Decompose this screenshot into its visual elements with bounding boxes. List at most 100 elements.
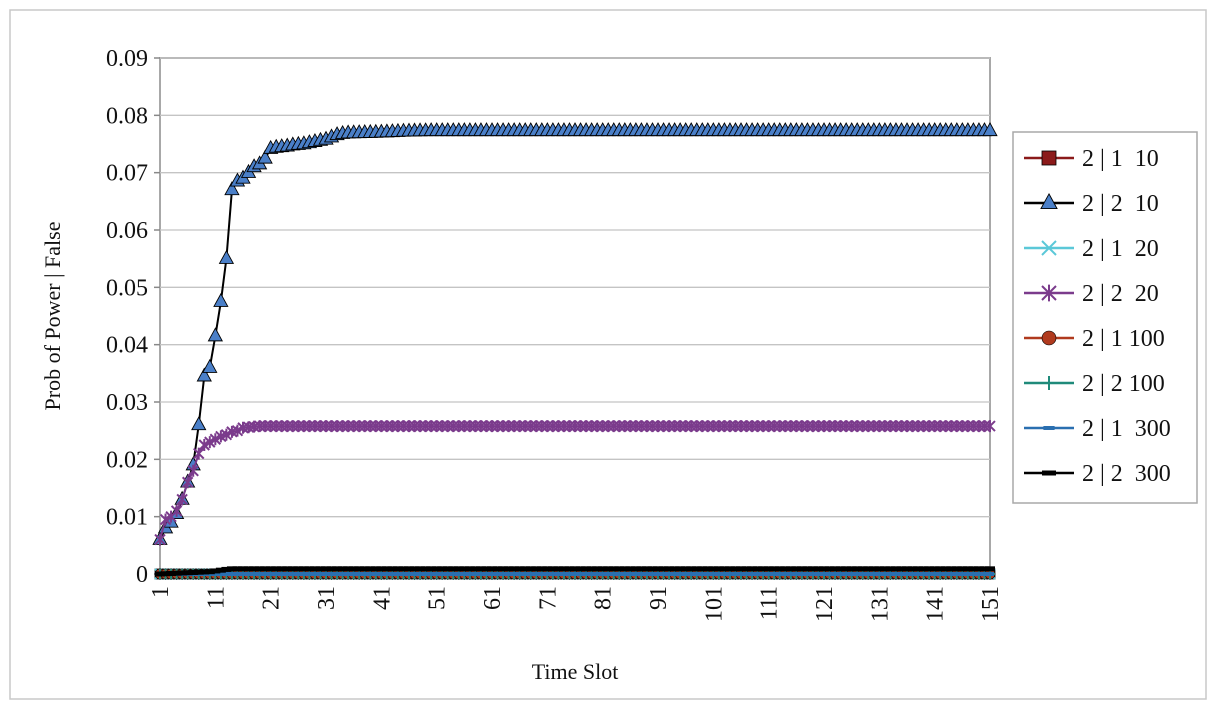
data-point	[869, 572, 878, 576]
data-point	[365, 566, 376, 572]
data-point	[741, 566, 752, 572]
x-tick-label: 51	[425, 586, 451, 610]
data-point	[919, 572, 928, 576]
data-point	[459, 566, 470, 572]
data-point	[437, 566, 448, 572]
data-point	[626, 572, 635, 576]
data-point	[902, 566, 912, 572]
data-point	[464, 566, 475, 572]
data-point	[858, 572, 867, 576]
data-point	[620, 572, 629, 576]
y-tick-label: 0.05	[106, 275, 148, 301]
data-point	[224, 181, 240, 196]
data-point	[498, 566, 509, 572]
data-point	[747, 566, 758, 572]
legend-label: 2 | 2 10	[1082, 191, 1159, 217]
data-point	[941, 572, 950, 576]
data-point	[724, 566, 735, 572]
data-point	[202, 358, 218, 373]
data-point	[159, 513, 172, 526]
data-point	[239, 572, 247, 576]
data-point	[426, 566, 437, 572]
data-point	[231, 424, 244, 437]
data-point	[653, 566, 663, 572]
data-point	[814, 572, 823, 576]
data-point	[520, 566, 531, 572]
data-point	[213, 292, 229, 307]
data-point	[315, 566, 326, 572]
data-point	[803, 572, 812, 576]
data-point	[571, 572, 579, 576]
data-point	[691, 566, 702, 572]
data-point	[221, 566, 232, 572]
data-point	[211, 572, 220, 576]
data-point	[499, 572, 508, 576]
series-4	[154, 420, 996, 546]
data-point	[215, 567, 226, 573]
data-point	[537, 572, 546, 576]
x-tick-label: 21	[259, 586, 285, 610]
data-point	[791, 566, 802, 572]
data-point	[659, 572, 668, 576]
data-point	[819, 566, 829, 572]
data-point	[204, 569, 215, 575]
data-point	[1043, 426, 1055, 430]
data-point	[427, 572, 436, 576]
data-point	[514, 566, 525, 572]
data-point	[409, 566, 420, 572]
data-point	[209, 433, 222, 446]
x-tick-label: 31	[314, 586, 340, 610]
data-point	[333, 572, 342, 576]
data-point	[182, 570, 193, 576]
data-point	[171, 570, 182, 576]
y-tick-label: 0.03	[106, 390, 148, 416]
data-point	[824, 566, 835, 572]
data-point	[277, 572, 286, 576]
data-point	[708, 566, 719, 572]
data-point	[879, 566, 890, 572]
data-point	[559, 572, 568, 576]
data-point	[836, 572, 845, 576]
data-point	[360, 572, 369, 576]
data-point	[316, 572, 325, 576]
data-point	[985, 566, 995, 572]
data-point	[166, 570, 177, 576]
data-point	[304, 566, 315, 572]
data-point	[332, 566, 343, 572]
data-point	[482, 572, 491, 576]
data-point	[615, 572, 624, 576]
data-point	[1042, 470, 1056, 476]
data-point	[176, 493, 188, 506]
data-point	[796, 566, 807, 572]
data-point	[405, 572, 413, 576]
x-tick-label: 11	[203, 586, 229, 609]
data-point	[399, 572, 408, 576]
x-tick-label: 1	[148, 586, 174, 598]
x-tick-label: 91	[646, 586, 672, 610]
legend-label: 2 | 2 100	[1082, 371, 1165, 397]
data-point	[410, 572, 419, 576]
data-point	[775, 572, 784, 576]
y-tick-label: 0	[136, 562, 148, 588]
data-point	[509, 566, 520, 572]
data-point	[453, 566, 464, 572]
data-point	[1040, 192, 1058, 210]
data-point	[388, 572, 397, 576]
data-point	[781, 572, 790, 576]
data-point	[709, 572, 718, 576]
data-point	[958, 572, 967, 576]
data-point	[969, 572, 978, 576]
data-point	[188, 569, 199, 575]
data-point	[460, 572, 469, 576]
data-point	[348, 566, 359, 572]
y-tick-label: 0.09	[106, 46, 148, 72]
data-point	[243, 566, 254, 572]
legend-item: 2 | 1 10	[1024, 146, 1159, 172]
data-point	[820, 572, 828, 576]
data-point	[393, 572, 402, 576]
data-point	[841, 566, 852, 572]
data-point	[736, 566, 746, 572]
x-axis-label: Time Slot	[532, 659, 619, 684]
